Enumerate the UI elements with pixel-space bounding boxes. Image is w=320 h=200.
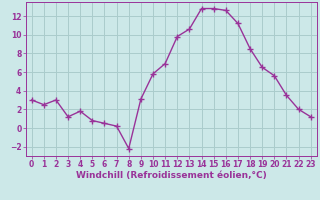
X-axis label: Windchill (Refroidissement éolien,°C): Windchill (Refroidissement éolien,°C) xyxy=(76,171,267,180)
